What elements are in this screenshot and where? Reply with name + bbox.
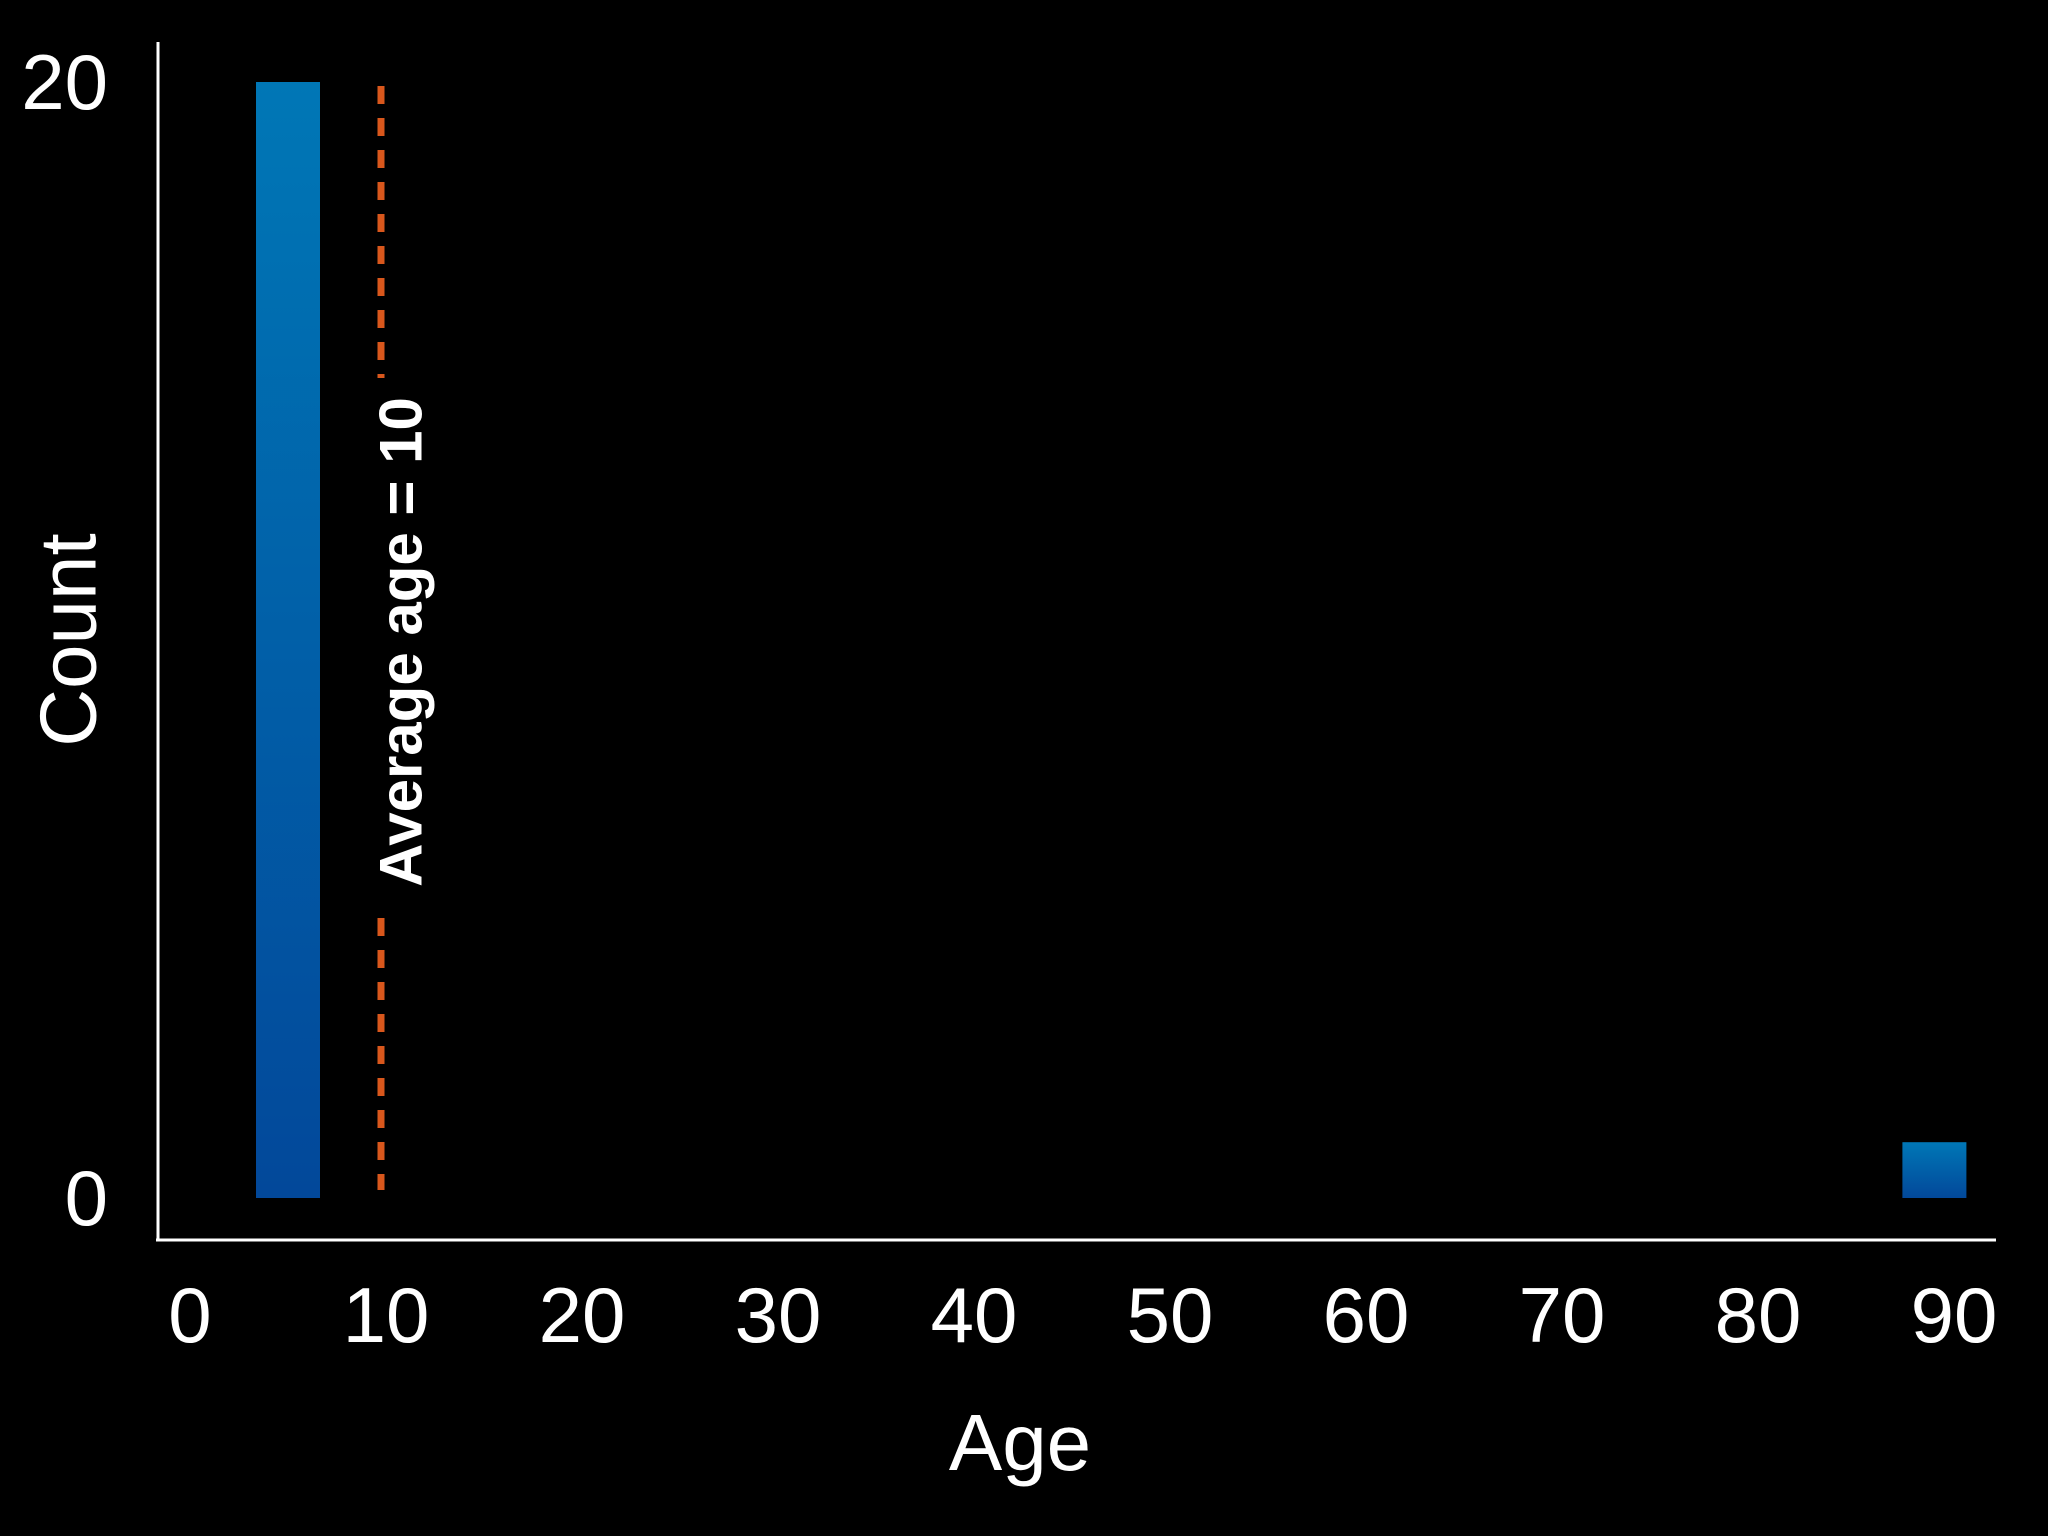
histogram-bar-1	[1902, 1142, 1967, 1198]
x-tick-label-0: 0	[168, 1271, 211, 1359]
x-tick-label-4: 40	[931, 1271, 1018, 1359]
y-tick-label-1: 20	[21, 38, 108, 126]
x-tick-label-9: 90	[1911, 1271, 1998, 1359]
bars-layer	[256, 82, 1967, 1198]
average-age-label-background	[351, 378, 443, 910]
x-tick-label-6: 60	[1323, 1271, 1410, 1359]
y-tick-labels: 0 20	[21, 38, 108, 1242]
x-tick-label-7: 70	[1519, 1271, 1606, 1359]
y-axis-label: Count	[24, 533, 113, 746]
x-tick-label-5: 50	[1127, 1271, 1214, 1359]
x-tick-label-3: 30	[735, 1271, 822, 1359]
histogram-bar-0	[256, 82, 320, 1198]
x-axis-label: Age	[949, 1398, 1091, 1487]
x-tick-label-2: 20	[539, 1271, 626, 1359]
x-tick-label-8: 80	[1715, 1271, 1802, 1359]
x-tick-label-1: 10	[343, 1271, 430, 1359]
y-tick-label-0: 0	[65, 1154, 108, 1242]
x-tick-labels: 0 10 20 30 40 50 60 70 80 90	[168, 1271, 1997, 1359]
average-age-label: Average age = 10	[368, 397, 435, 887]
